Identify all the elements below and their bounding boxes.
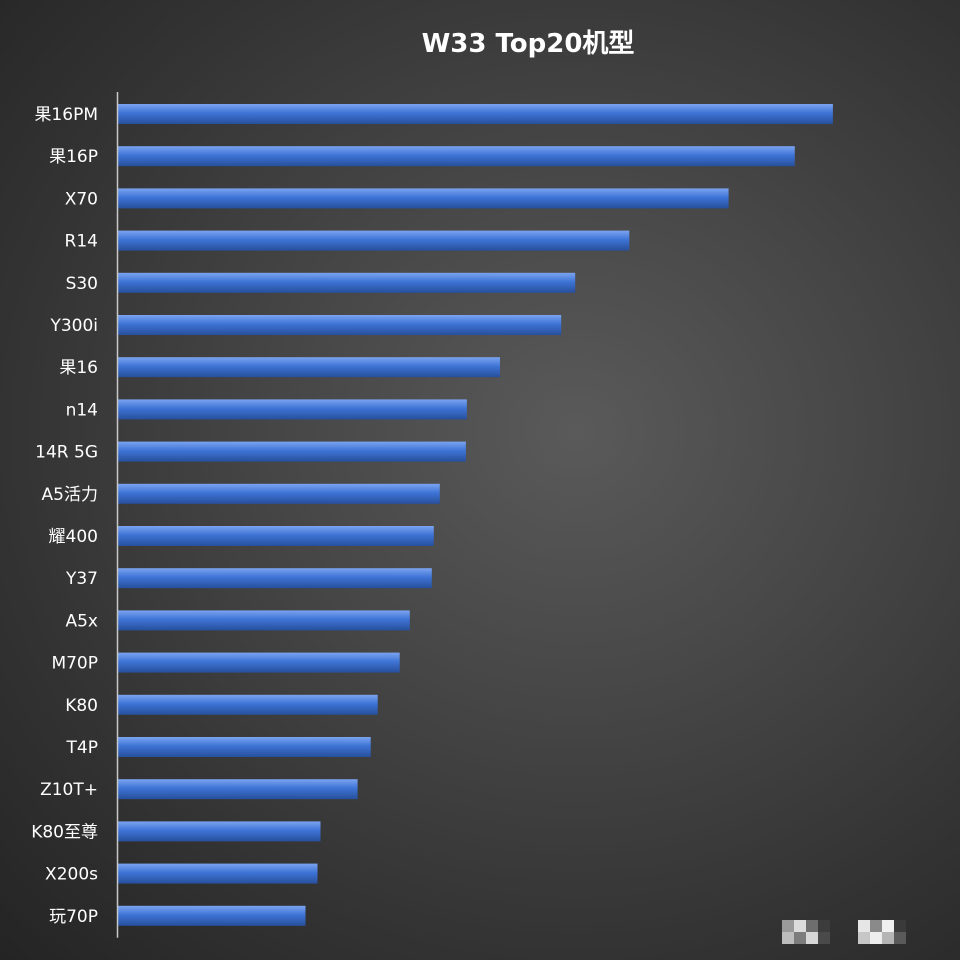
bar-5 bbox=[118, 315, 562, 335]
bars-group bbox=[118, 104, 833, 926]
category-label-12: A5x bbox=[65, 611, 98, 631]
category-label-18: X200s bbox=[45, 865, 98, 885]
category-label-10: 耀400 bbox=[49, 527, 98, 547]
bar-6 bbox=[118, 357, 500, 378]
bar-1 bbox=[118, 146, 795, 167]
category-label-0: 果16PM bbox=[34, 105, 98, 125]
bar-11 bbox=[118, 568, 432, 589]
category-label-7: n14 bbox=[66, 400, 98, 420]
bar-7 bbox=[118, 399, 467, 420]
category-labels-group: 果16PM 果16P X70 R14 S30 Y300i 果16 n14 14R 5G A5活力耀… bbox=[31, 105, 98, 927]
category-label-1: 果16P bbox=[49, 147, 98, 167]
category-label-2: X70 bbox=[65, 189, 98, 209]
watermark-mosaic-right bbox=[858, 920, 906, 944]
category-label-17: K80至尊 bbox=[31, 822, 98, 842]
bar-12 bbox=[118, 610, 410, 631]
bar-2 bbox=[118, 188, 729, 209]
bar-15 bbox=[118, 737, 371, 757]
bar-18 bbox=[118, 863, 318, 884]
bar-16 bbox=[118, 779, 358, 800]
watermark-mosaic-left bbox=[782, 920, 830, 944]
category-label-11: Y37 bbox=[65, 569, 98, 589]
category-label-15: T4P bbox=[66, 738, 98, 758]
category-label-4: S30 bbox=[66, 274, 98, 294]
bar-0 bbox=[118, 104, 833, 124]
bar-4 bbox=[118, 272, 576, 293]
category-label-8: 14R 5G bbox=[35, 443, 98, 463]
category-label-19: 玩70P bbox=[49, 907, 98, 927]
category-label-14: K80 bbox=[65, 696, 98, 716]
category-label-16: Z10T+ bbox=[40, 780, 98, 800]
bar-17 bbox=[118, 821, 321, 842]
bar-13 bbox=[118, 652, 400, 673]
chart-title: W33 Top20机型 bbox=[422, 29, 635, 59]
category-label-5: Y300i bbox=[49, 316, 98, 336]
bar-10 bbox=[118, 526, 434, 546]
bar-8 bbox=[118, 441, 466, 462]
category-label-9: A5活力 bbox=[42, 485, 98, 505]
bar-3 bbox=[118, 230, 630, 251]
category-label-3: R14 bbox=[65, 232, 98, 252]
category-label-6: 果16 bbox=[59, 358, 98, 378]
bar-19 bbox=[118, 905, 306, 926]
bar-9 bbox=[118, 483, 440, 504]
bar-14 bbox=[118, 694, 378, 715]
category-label-13: M70P bbox=[51, 654, 98, 674]
